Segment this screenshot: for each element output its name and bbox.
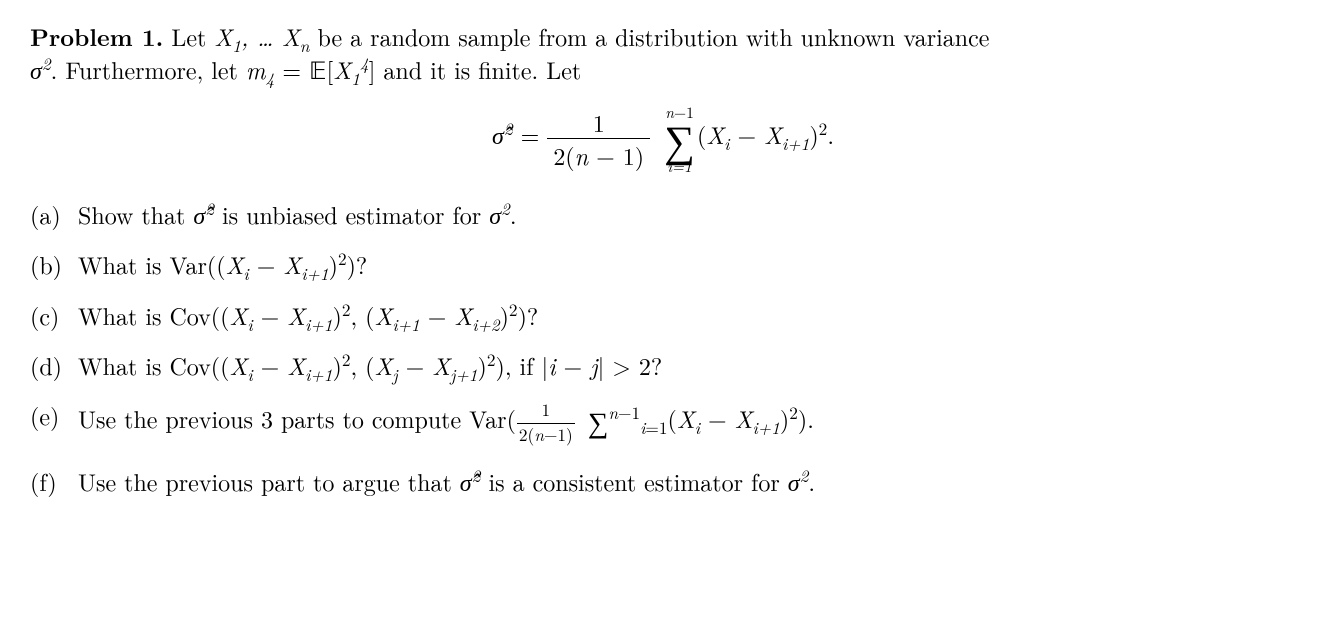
part-f-text: Use the previous part to argue that σ̂2 … [78, 465, 815, 497]
part-a-text: Show that σ̂2 is unbiased estimator for … [78, 198, 517, 230]
eq-sym: = [274, 52, 309, 86]
part-b: (b) What is Var((Xi − Xi+1)2)? [30, 248, 1296, 280]
part-e: (e) Use the previous 3 parts to compute … [30, 399, 1296, 447]
intro-before: Let [171, 19, 214, 53]
part-d: (d) What is Cov((Xi − Xi+1)2, (Xj − Xj+1… [30, 349, 1296, 381]
part-d-text: What is Cov((Xi − Xi+1)2, (Xj − Xj+1)2),… [78, 349, 662, 381]
lhs-sigma-hat: σ̂2 [492, 117, 513, 151]
part-a: (a) Show that σ̂2 is unbiased estimator … [30, 198, 1296, 230]
problem-intro: Problem 1. Let X1, … Xn be a random samp… [30, 20, 1296, 86]
summation: n−1 ∑ i=1 [664, 104, 695, 174]
fraction: 1 2(n − 1) [547, 106, 650, 172]
intro-line2-after: and it is finite. Let [375, 52, 581, 86]
parts-list: (a) Show that σ̂2 is unbiased estimator … [30, 198, 1296, 498]
intro-vars: X1, … Xn [214, 19, 309, 53]
problem-label: Problem 1. [30, 20, 163, 54]
part-c-text: What is Cov((Xi − Xi+1)2, (Xi+1 − Xi+2)2… [78, 299, 538, 331]
summand: (Xi − Xi+1)2 [697, 117, 827, 151]
part-e-text: Use the previous 3 parts to compute Var(… [78, 399, 814, 447]
inline-fraction: 1 2(n−1) [517, 399, 575, 447]
intro-after1: be a random sample from a distribution w… [310, 19, 990, 53]
part-f: (f) Use the previous part to argue that … [30, 465, 1296, 497]
part-label: (a) [30, 198, 78, 230]
part-label: (f) [30, 465, 78, 497]
part-c: (c) What is Cov((Xi − Xi+1)2, (Xi+1 − Xi… [30, 299, 1296, 331]
part-label: (d) [30, 349, 78, 381]
page: Problem 1. Let X1, … Xn be a random samp… [0, 0, 1326, 640]
expectation: 𝔼[X14] [309, 52, 375, 86]
display-equation: σ̂2 = 1 2(n − 1) n−1 ∑ i=1 (Xi − Xi+1)2. [30, 104, 1296, 174]
part-label: (b) [30, 248, 78, 280]
inline-sum: ∑n−1i=1 [588, 401, 668, 435]
part-label: (c) [30, 299, 78, 331]
part-b-text: What is Var((Xi − Xi+1)2)? [78, 248, 367, 280]
sigma-squared: σ2 [30, 52, 51, 86]
m4: m4 [246, 52, 274, 86]
intro-line2-before: . Furthermore, let [51, 52, 246, 86]
part-label: (e) [30, 399, 78, 447]
